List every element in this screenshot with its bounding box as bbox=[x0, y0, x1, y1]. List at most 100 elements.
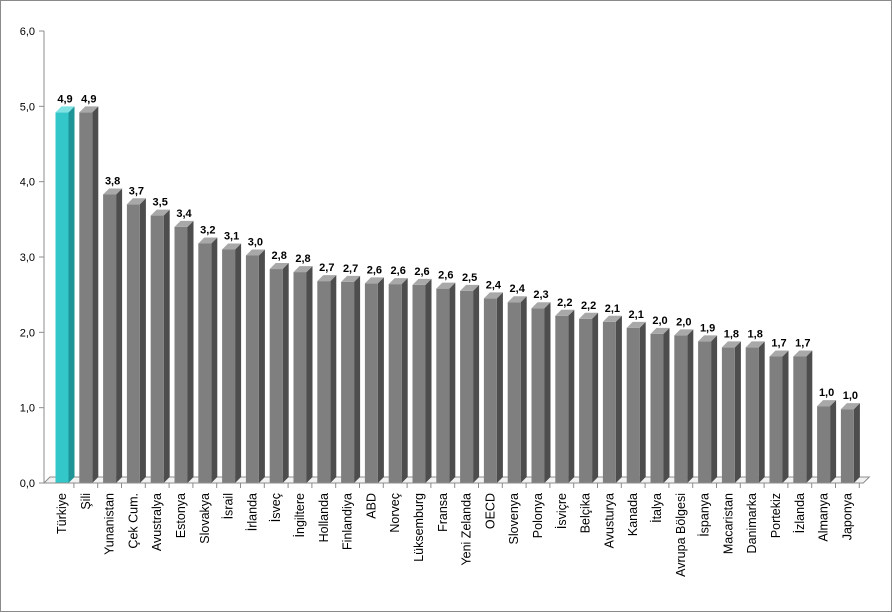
bar-29 bbox=[745, 341, 765, 483]
data-label: 2,2 bbox=[581, 300, 596, 312]
x-tick-label: Belçika bbox=[579, 493, 593, 533]
bar-2 bbox=[103, 188, 123, 483]
bar-4 bbox=[150, 209, 170, 484]
bar-32 bbox=[817, 400, 837, 483]
bar-11 bbox=[317, 275, 337, 483]
bar-23 bbox=[602, 315, 622, 483]
data-label: 3,7 bbox=[129, 185, 144, 197]
x-tick-label: Lüksemburg bbox=[412, 493, 426, 562]
bar-16 bbox=[436, 282, 456, 483]
x-tick-label: İzlanda bbox=[793, 493, 807, 533]
y-tick-label: 6,0 bbox=[20, 26, 35, 38]
data-label: 2,0 bbox=[676, 316, 691, 328]
bar-27 bbox=[698, 335, 718, 483]
data-label: 3,2 bbox=[200, 224, 215, 236]
data-label: 2,8 bbox=[272, 250, 287, 262]
bar-20 bbox=[531, 302, 551, 483]
data-label: 2,4 bbox=[510, 283, 526, 295]
x-tick-label: Almanya bbox=[817, 493, 831, 542]
bar-6 bbox=[198, 237, 218, 483]
y-tick-label: 0,0 bbox=[20, 478, 35, 490]
x-tick-label: Portekiz bbox=[769, 493, 783, 538]
bar-14 bbox=[388, 278, 408, 483]
x-tick-label: Fransa bbox=[436, 493, 450, 532]
x-tick-label: Norveç bbox=[388, 493, 402, 533]
y-tick-label: 3,0 bbox=[20, 252, 35, 264]
bar-18 bbox=[483, 292, 503, 483]
bar-3 bbox=[126, 198, 146, 483]
data-label: 2,5 bbox=[462, 272, 477, 284]
data-label: 1,0 bbox=[819, 387, 834, 399]
data-label: 2,6 bbox=[414, 266, 429, 278]
bar-17 bbox=[460, 284, 480, 483]
x-tick-label: Şili bbox=[79, 493, 93, 510]
x-tick-label: Yunanistan bbox=[103, 493, 117, 555]
data-label: 2,0 bbox=[652, 315, 667, 327]
bar-13 bbox=[364, 277, 384, 483]
data-label: 2,7 bbox=[319, 262, 334, 274]
x-tick-label: Avrupa Bölgesi bbox=[674, 493, 688, 577]
bar-24 bbox=[626, 321, 646, 483]
data-label: 2,1 bbox=[629, 309, 644, 321]
x-tick-label: Estonya bbox=[174, 493, 188, 538]
data-label: 1,7 bbox=[795, 337, 810, 349]
x-tick-label: ABD bbox=[364, 493, 378, 519]
x-tick-label: Macaristan bbox=[721, 493, 735, 554]
data-label: 1,9 bbox=[700, 322, 715, 334]
y-tick-label: 1,0 bbox=[20, 403, 35, 415]
bar-22 bbox=[579, 312, 599, 483]
data-label: 1,8 bbox=[724, 328, 739, 340]
x-tick-label: Yeni Zelanda bbox=[460, 493, 474, 566]
y-tick-label: 4,0 bbox=[20, 177, 35, 189]
x-tick-label: İspanya bbox=[698, 493, 712, 537]
x-tick-label: Slovenya bbox=[507, 493, 521, 544]
bar-15 bbox=[412, 278, 432, 483]
data-label: 2,4 bbox=[486, 279, 502, 291]
bar-19 bbox=[507, 296, 527, 483]
data-label: 2,6 bbox=[367, 264, 382, 276]
x-tick-label: Japonya bbox=[840, 493, 854, 540]
data-label: 2,1 bbox=[605, 303, 620, 315]
bar-28 bbox=[721, 341, 741, 483]
bar-21 bbox=[555, 309, 575, 483]
data-label: 3,4 bbox=[176, 208, 192, 220]
data-label: 3,5 bbox=[153, 197, 168, 209]
bar-31 bbox=[793, 350, 813, 483]
x-tick-label: Danimarka bbox=[745, 493, 759, 553]
data-label: 2,6 bbox=[391, 265, 406, 277]
data-label: 2,7 bbox=[343, 263, 358, 275]
data-label: 1,0 bbox=[843, 390, 858, 402]
x-tick-label: İsveç bbox=[269, 493, 283, 522]
data-label: 3,1 bbox=[224, 230, 239, 242]
x-tick-label: Çek Cum. bbox=[126, 493, 140, 549]
bar-30 bbox=[769, 350, 789, 483]
x-tick-label: Avustralya bbox=[150, 493, 164, 551]
data-label: 1,7 bbox=[771, 337, 786, 349]
bar-1 bbox=[79, 106, 99, 484]
x-tick-label: Türkiye bbox=[55, 493, 69, 534]
data-label: 2,3 bbox=[533, 289, 548, 301]
x-tick-label: İtalya bbox=[650, 493, 664, 523]
x-tick-label: Polonya bbox=[531, 493, 545, 538]
data-label: 2,6 bbox=[438, 270, 453, 282]
x-tick-label: Kanada bbox=[626, 493, 640, 536]
x-tick-label: Avusturya bbox=[602, 493, 616, 548]
bar-5 bbox=[174, 220, 194, 483]
y-tick-label: 5,0 bbox=[20, 101, 35, 113]
x-tick-label: İsviçre bbox=[555, 493, 569, 529]
x-tick-label: Finlandiya bbox=[341, 493, 355, 550]
data-label: 1,8 bbox=[748, 328, 763, 340]
x-tick-label: Hollanda bbox=[317, 493, 331, 542]
y-tick-label: 2,0 bbox=[20, 327, 35, 339]
data-label: 2,2 bbox=[557, 297, 572, 309]
x-tick-label: Slovakya bbox=[198, 493, 212, 544]
bar-9 bbox=[269, 263, 289, 483]
data-label: 4,9 bbox=[81, 93, 96, 105]
x-tick-label: OECD bbox=[483, 493, 497, 529]
x-tick-label: İsrail bbox=[222, 493, 236, 519]
bar-33 bbox=[840, 403, 860, 483]
bar-7 bbox=[222, 243, 242, 483]
data-label: 3,8 bbox=[105, 175, 120, 187]
